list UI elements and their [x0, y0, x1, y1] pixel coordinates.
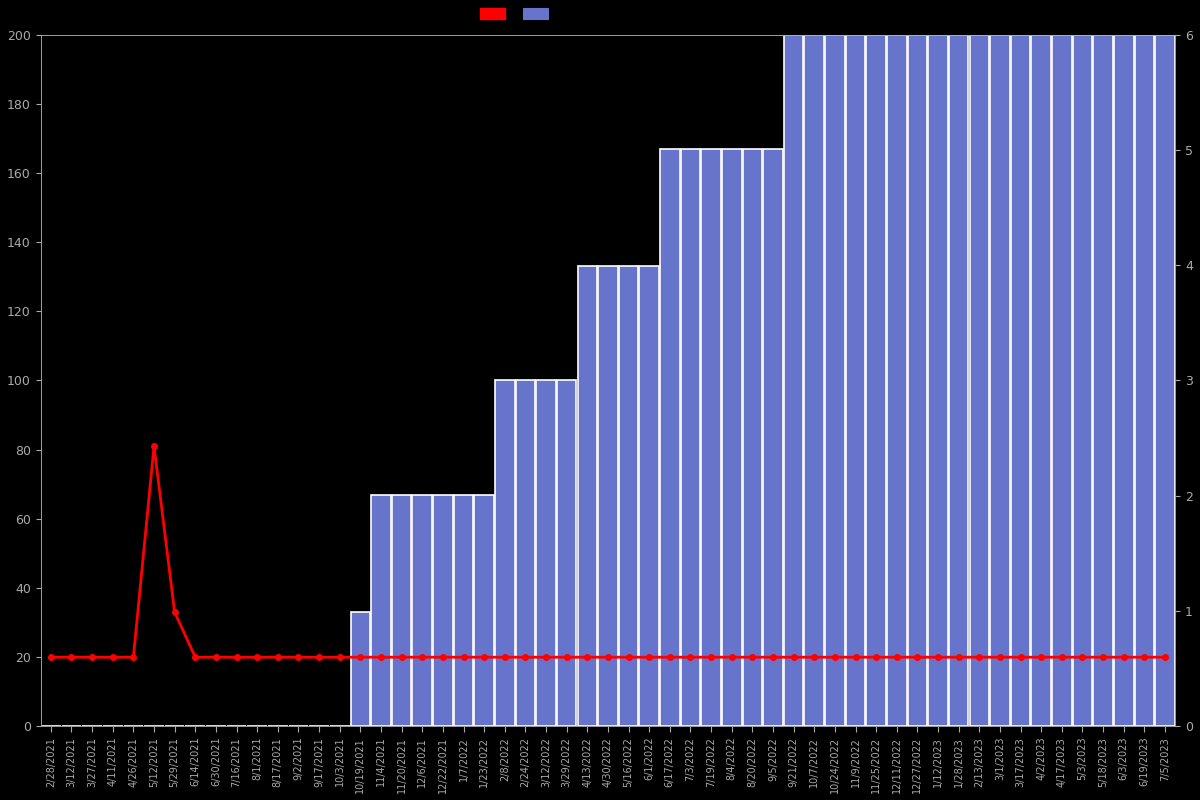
- Bar: [826, 34, 845, 726]
- Bar: [598, 266, 618, 726]
- Bar: [619, 266, 638, 726]
- Bar: [350, 612, 370, 726]
- Bar: [949, 34, 968, 726]
- Bar: [887, 34, 906, 726]
- Bar: [660, 149, 679, 726]
- Bar: [536, 381, 556, 726]
- Bar: [846, 34, 865, 726]
- Bar: [1073, 34, 1092, 726]
- Bar: [763, 149, 782, 726]
- Bar: [866, 34, 886, 726]
- Bar: [433, 494, 452, 726]
- Bar: [371, 494, 391, 726]
- Bar: [392, 494, 412, 726]
- Bar: [640, 266, 659, 726]
- Legend: , : ,: [475, 2, 559, 26]
- Bar: [970, 34, 989, 726]
- Bar: [577, 266, 598, 726]
- Bar: [722, 149, 742, 726]
- Bar: [516, 381, 535, 726]
- Bar: [701, 149, 721, 726]
- Bar: [474, 494, 494, 726]
- Bar: [680, 149, 701, 726]
- Bar: [1052, 34, 1072, 726]
- Bar: [743, 149, 762, 726]
- Bar: [494, 381, 515, 726]
- Bar: [1156, 34, 1175, 726]
- Bar: [1032, 34, 1051, 726]
- Bar: [557, 381, 576, 726]
- Bar: [413, 494, 432, 726]
- Bar: [1010, 34, 1031, 726]
- Bar: [907, 34, 928, 726]
- Bar: [804, 34, 824, 726]
- Bar: [990, 34, 1009, 726]
- Bar: [784, 34, 804, 726]
- Bar: [929, 34, 948, 726]
- Bar: [1134, 34, 1154, 726]
- Bar: [1114, 34, 1134, 726]
- Bar: [1093, 34, 1112, 726]
- Bar: [454, 494, 473, 726]
